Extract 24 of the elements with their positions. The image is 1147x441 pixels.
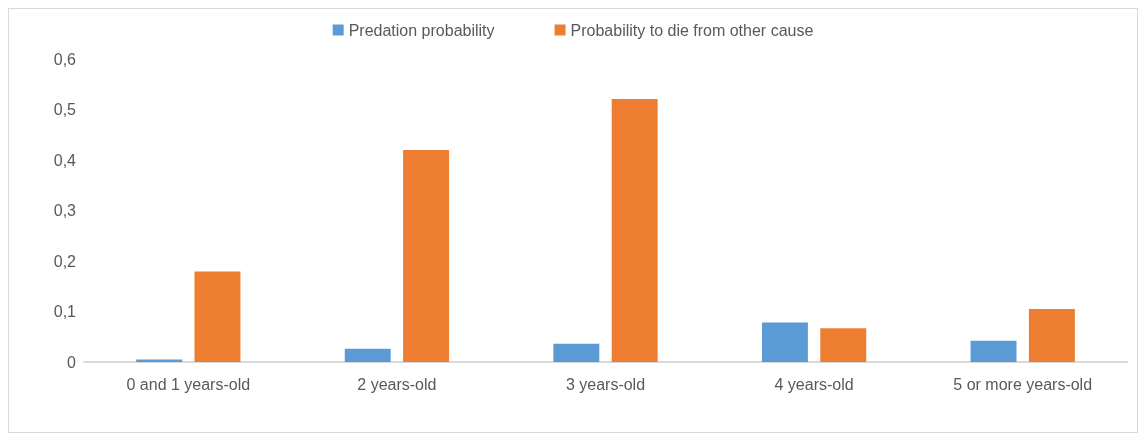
x-tick-label: 3 years-old bbox=[565, 375, 646, 393]
bar bbox=[136, 359, 183, 362]
bar bbox=[194, 271, 241, 362]
y-tick-label: 0,5 bbox=[53, 101, 77, 118]
x-tick-label: 2 years-old bbox=[357, 375, 437, 393]
y-tick-label: 0,6 bbox=[53, 50, 77, 68]
y-tick-label: 0 bbox=[67, 353, 77, 371]
bar bbox=[403, 149, 450, 362]
bar bbox=[611, 98, 658, 362]
legend-label: Probability to die from other cause bbox=[570, 21, 814, 39]
bar bbox=[1028, 308, 1075, 362]
bar bbox=[553, 343, 600, 362]
x-tick-label: 4 years-old bbox=[774, 375, 854, 393]
y-tick-label: 0,2 bbox=[53, 252, 77, 270]
x-tick-label: 0 and 1 years-old bbox=[126, 375, 251, 393]
y-tick-label: 0,3 bbox=[53, 202, 77, 219]
legend-label: Predation probability bbox=[348, 21, 495, 39]
bar bbox=[761, 322, 808, 362]
y-tick-label: 0,1 bbox=[53, 303, 77, 320]
x-tick-label: 5 or more years-old bbox=[953, 375, 1093, 393]
bar bbox=[344, 348, 391, 362]
bar bbox=[820, 328, 867, 362]
y-tick-label: 0,4 bbox=[53, 151, 77, 169]
bar bbox=[970, 340, 1017, 362]
